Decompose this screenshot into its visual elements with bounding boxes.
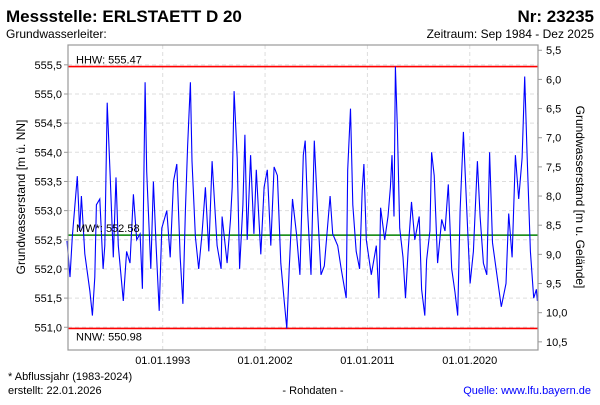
y-tick-label: 552,0	[34, 264, 62, 276]
y-tick-label: 555,0	[34, 89, 62, 101]
rawdata-label: - Rohdaten -	[282, 385, 343, 397]
period-label: Zeitraum: Sep 1984 - Dez 2025	[427, 27, 595, 41]
x-tick-label: 01.01.2020	[442, 355, 497, 367]
y2-axis-label: Grundwasserstand [m u. Gelände]	[573, 106, 587, 289]
y2-tick-label: 7,5	[546, 162, 561, 174]
y2-tick-label: 9,5	[546, 279, 561, 291]
y2-tick-label: 5,5	[546, 45, 561, 57]
series-line	[66, 66, 538, 329]
y-tick-label: 554,0	[34, 147, 62, 159]
y-tick-label: 551,5	[34, 293, 62, 305]
grid	[68, 45, 538, 350]
station-title: Messstelle: ERLSTAETT D 20	[6, 7, 242, 26]
y2-tick-label: 6,0	[546, 74, 561, 86]
reference-line-label: NNW: 550.98	[76, 331, 142, 343]
source-link[interactable]: Quelle: www.lfu.bayern.de	[463, 385, 591, 397]
y2-tick-label: 10,0	[546, 308, 567, 320]
y2-tick-label: 8,0	[546, 191, 561, 203]
aquifer-label: Grundwasserleiter:	[6, 27, 107, 41]
plot-frame	[67, 44, 539, 351]
y2-tick-label: 9,0	[546, 249, 561, 261]
y2-tick-label: 10,5	[546, 337, 567, 349]
y-tick-label: 551,0	[34, 322, 62, 334]
reference-line-label: HHW: 555.47	[76, 55, 142, 67]
reference-line-label: MW*: 552.58	[76, 223, 140, 235]
y-tick-label: 555,5	[34, 60, 62, 72]
x-tick-label: 01.01.2002	[238, 355, 293, 367]
x-tick-label: 01.01.2011	[340, 355, 394, 367]
y-tick-label: 553,0	[34, 206, 62, 218]
y-tick-label: 554,5	[34, 118, 62, 130]
y-tick-label: 552,5	[34, 235, 62, 247]
y2-tick-label: 7,0	[546, 133, 561, 145]
y-axis-label: Grundwasserstand [m ü. NN]	[14, 120, 28, 275]
station-number: Nr: 23235	[517, 7, 594, 26]
y-tick-label: 553,5	[34, 176, 62, 188]
y2-tick-label: 8,5	[546, 220, 561, 232]
y2-tick-label: 6,5	[546, 104, 561, 116]
reference-lines	[68, 65, 538, 330]
footnote: * Abflussjahr (1983-2024)	[8, 371, 132, 383]
axes: 551,0 551,5 552,0 552,5 553,0 553,5 554,0 554,5…	[34, 45, 567, 367]
created-date: erstellt: 22.01.2026	[8, 385, 102, 397]
x-tick-label: 01.01.1993	[135, 355, 190, 367]
